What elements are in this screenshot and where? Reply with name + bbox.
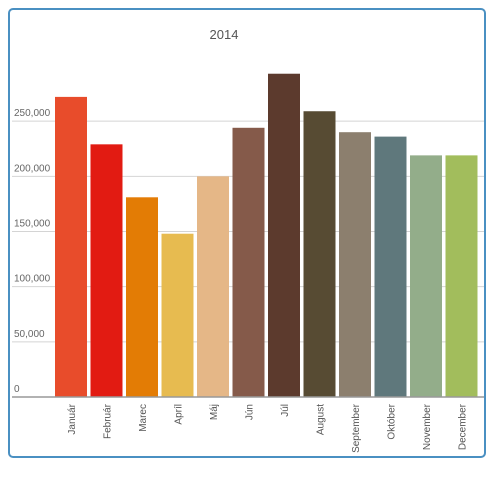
y-tick-label: 100,000 [14,274,51,285]
bar-2 [126,197,158,397]
bar-5 [232,127,265,397]
chart-title: 2014 [210,27,239,42]
x-tick-label: Január [67,403,78,434]
bar-8 [339,132,371,397]
bars [55,73,478,398]
bar-10 [410,155,442,397]
bar-0 [55,96,87,397]
y-tick-label: 250,000 [14,108,51,119]
x-tick-label: December [458,403,469,450]
x-tick-label: August [316,404,327,435]
y-tick-label: 50,000 [14,329,45,340]
x-axis-ticks: Január Február Marec Apríl Máj Jún Júl August Se… [67,403,469,453]
x-tick-label: Apríl [174,404,185,425]
y-axis-ticks: 0 50,000 100,000 150,000 200,000 250,000 [14,108,51,395]
y-tick-label: 200,000 [14,163,51,174]
bar-11 [445,155,478,397]
x-tick-label: Február [103,403,114,439]
x-tick-label: September [351,403,362,453]
x-tick-label: Marec [138,404,149,432]
bar-4 [197,176,229,397]
bar-7 [303,111,336,397]
x-tick-label: Júl [280,404,291,417]
x-tick-label: Jún [245,404,256,420]
bar-6 [268,73,300,398]
x-tick-label: November [422,403,433,450]
bar-9 [374,136,407,397]
x-tick-label: Máj [209,404,220,420]
bar-1 [90,144,123,397]
x-tick-label: Október [387,403,398,439]
y-tick-label: 150,000 [14,219,51,230]
bar-3 [161,233,194,397]
y-tick-label: 0 [14,384,20,395]
